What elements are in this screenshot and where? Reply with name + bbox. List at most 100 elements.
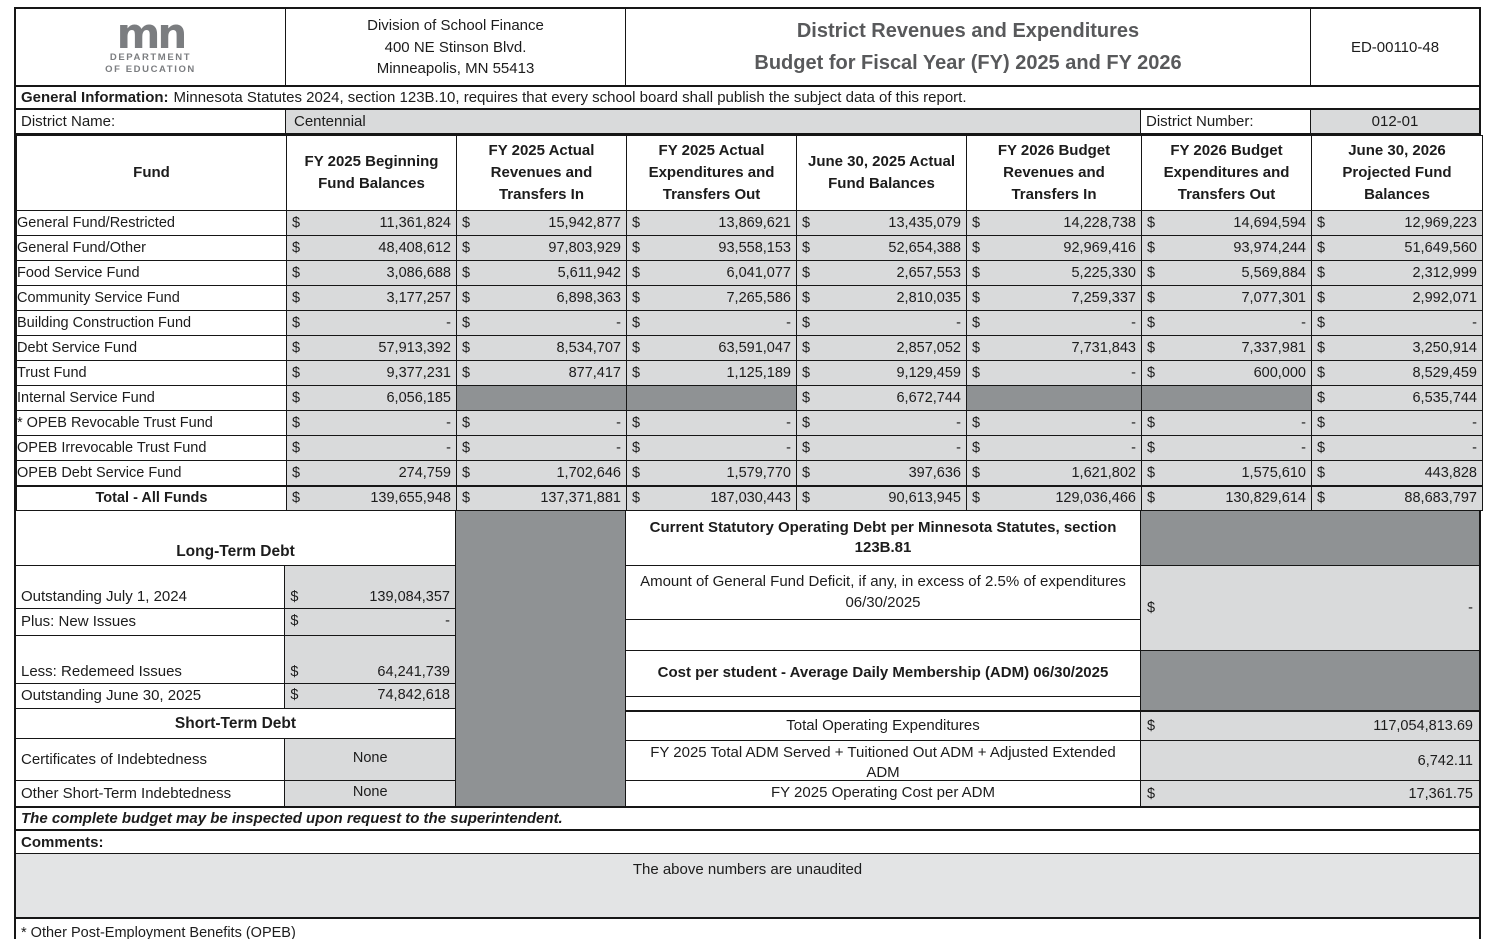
total-operating-value: $ 117,054,813.69 (1141, 712, 1479, 740)
amount-cell: $ - (1141, 435, 1312, 461)
col-header-fy25-revenues: FY 2025 Actual Revenues and Transfers In (456, 135, 627, 211)
amount-cell: $1,575,610 (1141, 460, 1312, 486)
fund-table-body: General Fund/Restricted $11,361,824 $15,94… (16, 210, 1483, 511)
amount-value: 3,177,257 (386, 290, 451, 306)
amount-value: 6,535,744 (1412, 390, 1477, 406)
fund-table-header-row: Fund FY 2025 Beginning Fund Balances FY … (16, 135, 1483, 211)
amount-cell: $7,259,337 (966, 285, 1142, 311)
amount-value: - (1301, 315, 1306, 331)
amount-value: 17,361.75 (1408, 785, 1473, 802)
amount-cell: $ - (1311, 310, 1483, 336)
dollar-sign: $ (802, 265, 811, 281)
amount-cell: $187,030,443 (626, 484, 797, 511)
amount-cell: $ - (796, 410, 967, 436)
amount-cell: $3,086,688 (286, 260, 457, 286)
dollar-sign: $ (1147, 490, 1156, 507)
col-header-june25-balances: June 30, 2025 Actual Fund Balances (796, 135, 967, 211)
blocked-column (456, 511, 626, 806)
dollar-sign: $ (462, 464, 471, 481)
col-header-fy26-expenditures: FY 2026 Budget Expenditures and Transfer… (1141, 135, 1312, 211)
amount-cell: $93,974,244 (1141, 235, 1312, 261)
fund-row: Food Service Fund $3,086,688 $5,611,942 $6,… (16, 260, 1483, 286)
dollar-sign: $ (802, 340, 811, 356)
dollar-sign: $ (1147, 718, 1156, 734)
lt-row-value: $ 74,842,618 (285, 684, 455, 708)
amount-cell: $15,942,877 (456, 210, 627, 236)
dollar-sign: $ (972, 265, 981, 281)
amount-cell: $52,654,388 (796, 235, 967, 261)
inspect-note: The complete budget may be inspected upo… (16, 806, 1479, 831)
amount-value: - (616, 415, 621, 431)
dollar-sign: $ (292, 440, 301, 456)
lt-row-label: Outstanding July 1, 2024 (16, 566, 286, 608)
district-name-value: Centennial (286, 110, 1141, 133)
amount-cell: $8,529,459 (1311, 360, 1483, 386)
logo-dept-text: DEPARTMENT OF EDUCATION (105, 52, 196, 76)
amount-value: 7,259,337 (1071, 290, 1136, 306)
dollar-sign: $ (972, 464, 981, 481)
lt-row-value: $ 139,084,357 (285, 566, 455, 608)
amount-cell: $ - (1141, 310, 1312, 336)
long-term-debt-title: Long-Term Debt (16, 511, 455, 566)
fund-row: * OPEB Revocable Trust Fund $ - $ - $ - $ - $ - $ - $… (16, 410, 1483, 436)
amount-cell: $63,591,047 (626, 335, 797, 361)
adm-served-row: FY 2025 Total ADM Served + Tuitioned Out… (626, 741, 1479, 781)
amount-cell: $ - (1311, 435, 1483, 461)
dollar-sign: $ (462, 215, 471, 231)
amount-value: - (1468, 600, 1473, 616)
cost-per-adm-row: FY 2025 Operating Cost per ADM $ 17,361.… (626, 781, 1479, 806)
dollar-sign: $ (632, 464, 641, 481)
blocked-cell (456, 385, 627, 411)
amount-value: - (446, 315, 451, 331)
adm-served-label: FY 2025 Total ADM Served + Tuitioned Out… (650, 744, 1116, 782)
amount-value: - (786, 440, 791, 456)
dollar-sign: $ (802, 390, 811, 406)
budget-report-form: mn DEPARTMENT OF EDUCATION Division of S… (14, 7, 1483, 939)
amount-value: - (1472, 315, 1477, 331)
logo-dept-line2: OF EDUCATION (105, 64, 196, 76)
statutory-header-row: Current Statutory Operating Debt per Min… (626, 511, 1479, 566)
amount-cell: $ - (966, 435, 1142, 461)
amount-cell: $51,649,560 (1311, 235, 1483, 261)
blocked-value-cell (1141, 511, 1479, 565)
dollar-sign: $ (292, 215, 301, 231)
dollar-sign: $ (1147, 290, 1156, 306)
dollar-sign: $ (1317, 490, 1326, 507)
amount-cell: $ - (286, 435, 457, 461)
dollar-sign: $ (462, 240, 471, 256)
amount-cell: $1,579,770 (626, 460, 797, 486)
amount-value: 13,435,079 (888, 215, 961, 231)
st-debt-row: Certificates of Indebtedness None (16, 739, 455, 781)
adm-served-value: 6,742.11 (1141, 741, 1479, 780)
fund-label: OPEB Irrevocable Trust Fund (16, 435, 287, 461)
amount-cell: $8,534,707 (456, 335, 627, 361)
col-header-june26-projected: June 30, 2026 Projected Fund Balances (1311, 135, 1483, 211)
dollar-sign: $ (1317, 315, 1326, 331)
amount-value: 117,054,813.69 (1373, 718, 1473, 734)
comments-box: The above numbers are unaudited (16, 853, 1479, 919)
dollar-sign: $ (1317, 440, 1326, 456)
amount-value: 97,803,929 (548, 240, 621, 256)
opeb-footnote: * Other Post-Employment Benefits (OPEB) (21, 925, 296, 939)
report-title-line1: District Revenues and Expenditures (796, 20, 1140, 42)
amount-value: 2,810,035 (896, 290, 961, 306)
amount-value: - (1131, 315, 1136, 331)
amount-value: - (1301, 415, 1306, 431)
amount-cell: $ - (796, 435, 967, 461)
dollar-sign: $ (1317, 415, 1326, 431)
fund-label: OPEB Debt Service Fund (16, 460, 287, 486)
fund-row: Building Construction Fund $ - $ - $ - $ - $ - $ - $ - (16, 310, 1483, 336)
dollar-sign: $ (292, 240, 301, 256)
amount-value: 57,913,392 (378, 340, 451, 356)
dollar-sign: $ (632, 265, 641, 281)
amount-value: - (956, 315, 961, 331)
amount-cell: $129,036,466 (966, 484, 1142, 511)
blocked-cell (966, 385, 1142, 411)
lt-row-label: Plus: New Issues (16, 609, 286, 635)
dollar-sign: $ (1317, 390, 1326, 406)
amount-value: 92,969,416 (1063, 240, 1136, 256)
amount-value: 139,084,357 (369, 589, 450, 605)
amount-value: 1,125,189 (726, 365, 791, 381)
amount-cell: $137,371,881 (456, 484, 627, 511)
